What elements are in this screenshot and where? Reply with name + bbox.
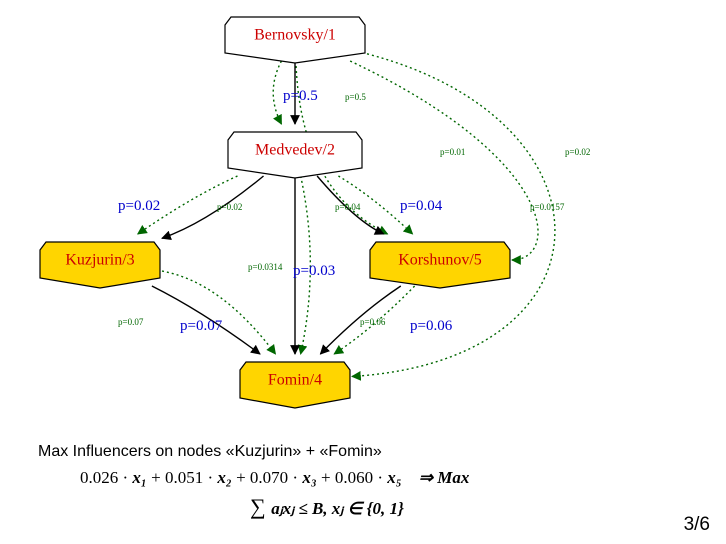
dotted-edge-label-n5-n4: p=0.06 <box>360 317 386 327</box>
dotted-edge-n1-n4 <box>352 54 555 377</box>
edge-n2-n3 <box>162 176 264 238</box>
dotted-edge-n3-n4 <box>162 271 275 354</box>
edge-label-n2-n4: p=0.03 <box>293 263 335 279</box>
dotted-edge-label-n3-n4: p=0.07 <box>118 317 144 327</box>
dotted-edge-label-n1-n5: p=0.01 <box>440 147 465 157</box>
node-label-n2: Medvedev/2 <box>255 142 335 159</box>
edge-label-n2-n5: p=0.04 <box>400 198 443 214</box>
edge-label-n2-n3: p=0.02 <box>118 198 160 214</box>
caption: Max Influencers on nodes «Kuzjurin» + «F… <box>38 443 382 461</box>
objective-formula: 0.026 · x₁ + 0.051 · x₂ + 0.070 · x₃ + 0… <box>80 468 469 488</box>
node-label-n5: Korshunov/5 <box>398 252 482 269</box>
dotted-edge-label-n2-n5: p=0.04 <box>335 202 361 212</box>
dotted-edge-n1-n2 <box>273 61 281 124</box>
dotted-edge-label-n2-n3: p=0.02 <box>217 202 242 212</box>
constraint-formula: ∑ aⱼxⱼ ≤ B, xⱼ ∈ {0, 1} <box>250 494 404 520</box>
node-label-n3: Kuzjurin/3 <box>65 252 134 269</box>
node-label-n1: Bernovsky/1 <box>254 27 336 44</box>
page-number: 3/6 <box>684 514 710 536</box>
dotted-edge-label-n1-n2: p=0.5 <box>345 92 366 102</box>
edge-label-n1-n2: p=0.5 <box>283 88 318 104</box>
dotted-edge-label-n1-n3: p=0.0157 <box>530 202 565 212</box>
edge-label-n5-n4: p=0.06 <box>410 318 453 334</box>
node-label-n4: Fomin/4 <box>268 372 322 389</box>
edge-label-n3-n4: p=0.07 <box>180 318 223 334</box>
dotted-edge-n1-n3 <box>350 61 538 260</box>
dotted-edge-label-n1-n4: p=0.02 <box>565 147 590 157</box>
dotted-edge-label-n2-n4: p=0.0314 <box>248 262 283 272</box>
